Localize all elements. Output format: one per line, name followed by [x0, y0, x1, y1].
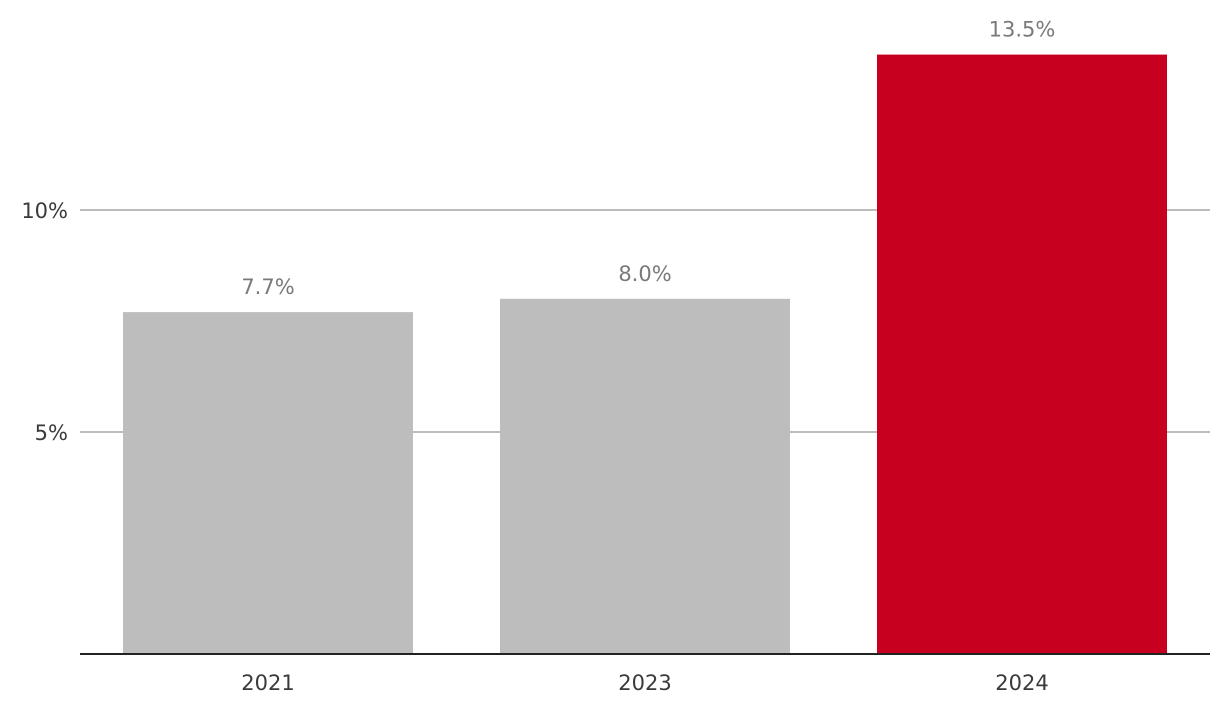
bar-2023: [500, 298, 790, 654]
x-tick-label-2024: 2024: [995, 671, 1048, 695]
y-tick-label: 10%: [21, 199, 68, 223]
x-tick-label-2023: 2023: [618, 671, 671, 695]
x-axis-labels: 2021 2023 2024: [241, 671, 1048, 695]
value-label-2023: 8.0%: [618, 262, 671, 286]
value-labels: 7.7% 8.0% 13.5%: [241, 18, 1055, 300]
bars: [123, 54, 1167, 655]
bar-2024: [877, 54, 1167, 655]
y-tick-label: 5%: [35, 421, 68, 445]
x-tick-label-2021: 2021: [241, 671, 294, 695]
y-axis-ticks: 5% 10%: [21, 199, 68, 445]
bar-2021: [123, 312, 413, 654]
value-label-2024: 13.5%: [989, 18, 1056, 42]
value-label-2021: 7.7%: [241, 275, 294, 299]
